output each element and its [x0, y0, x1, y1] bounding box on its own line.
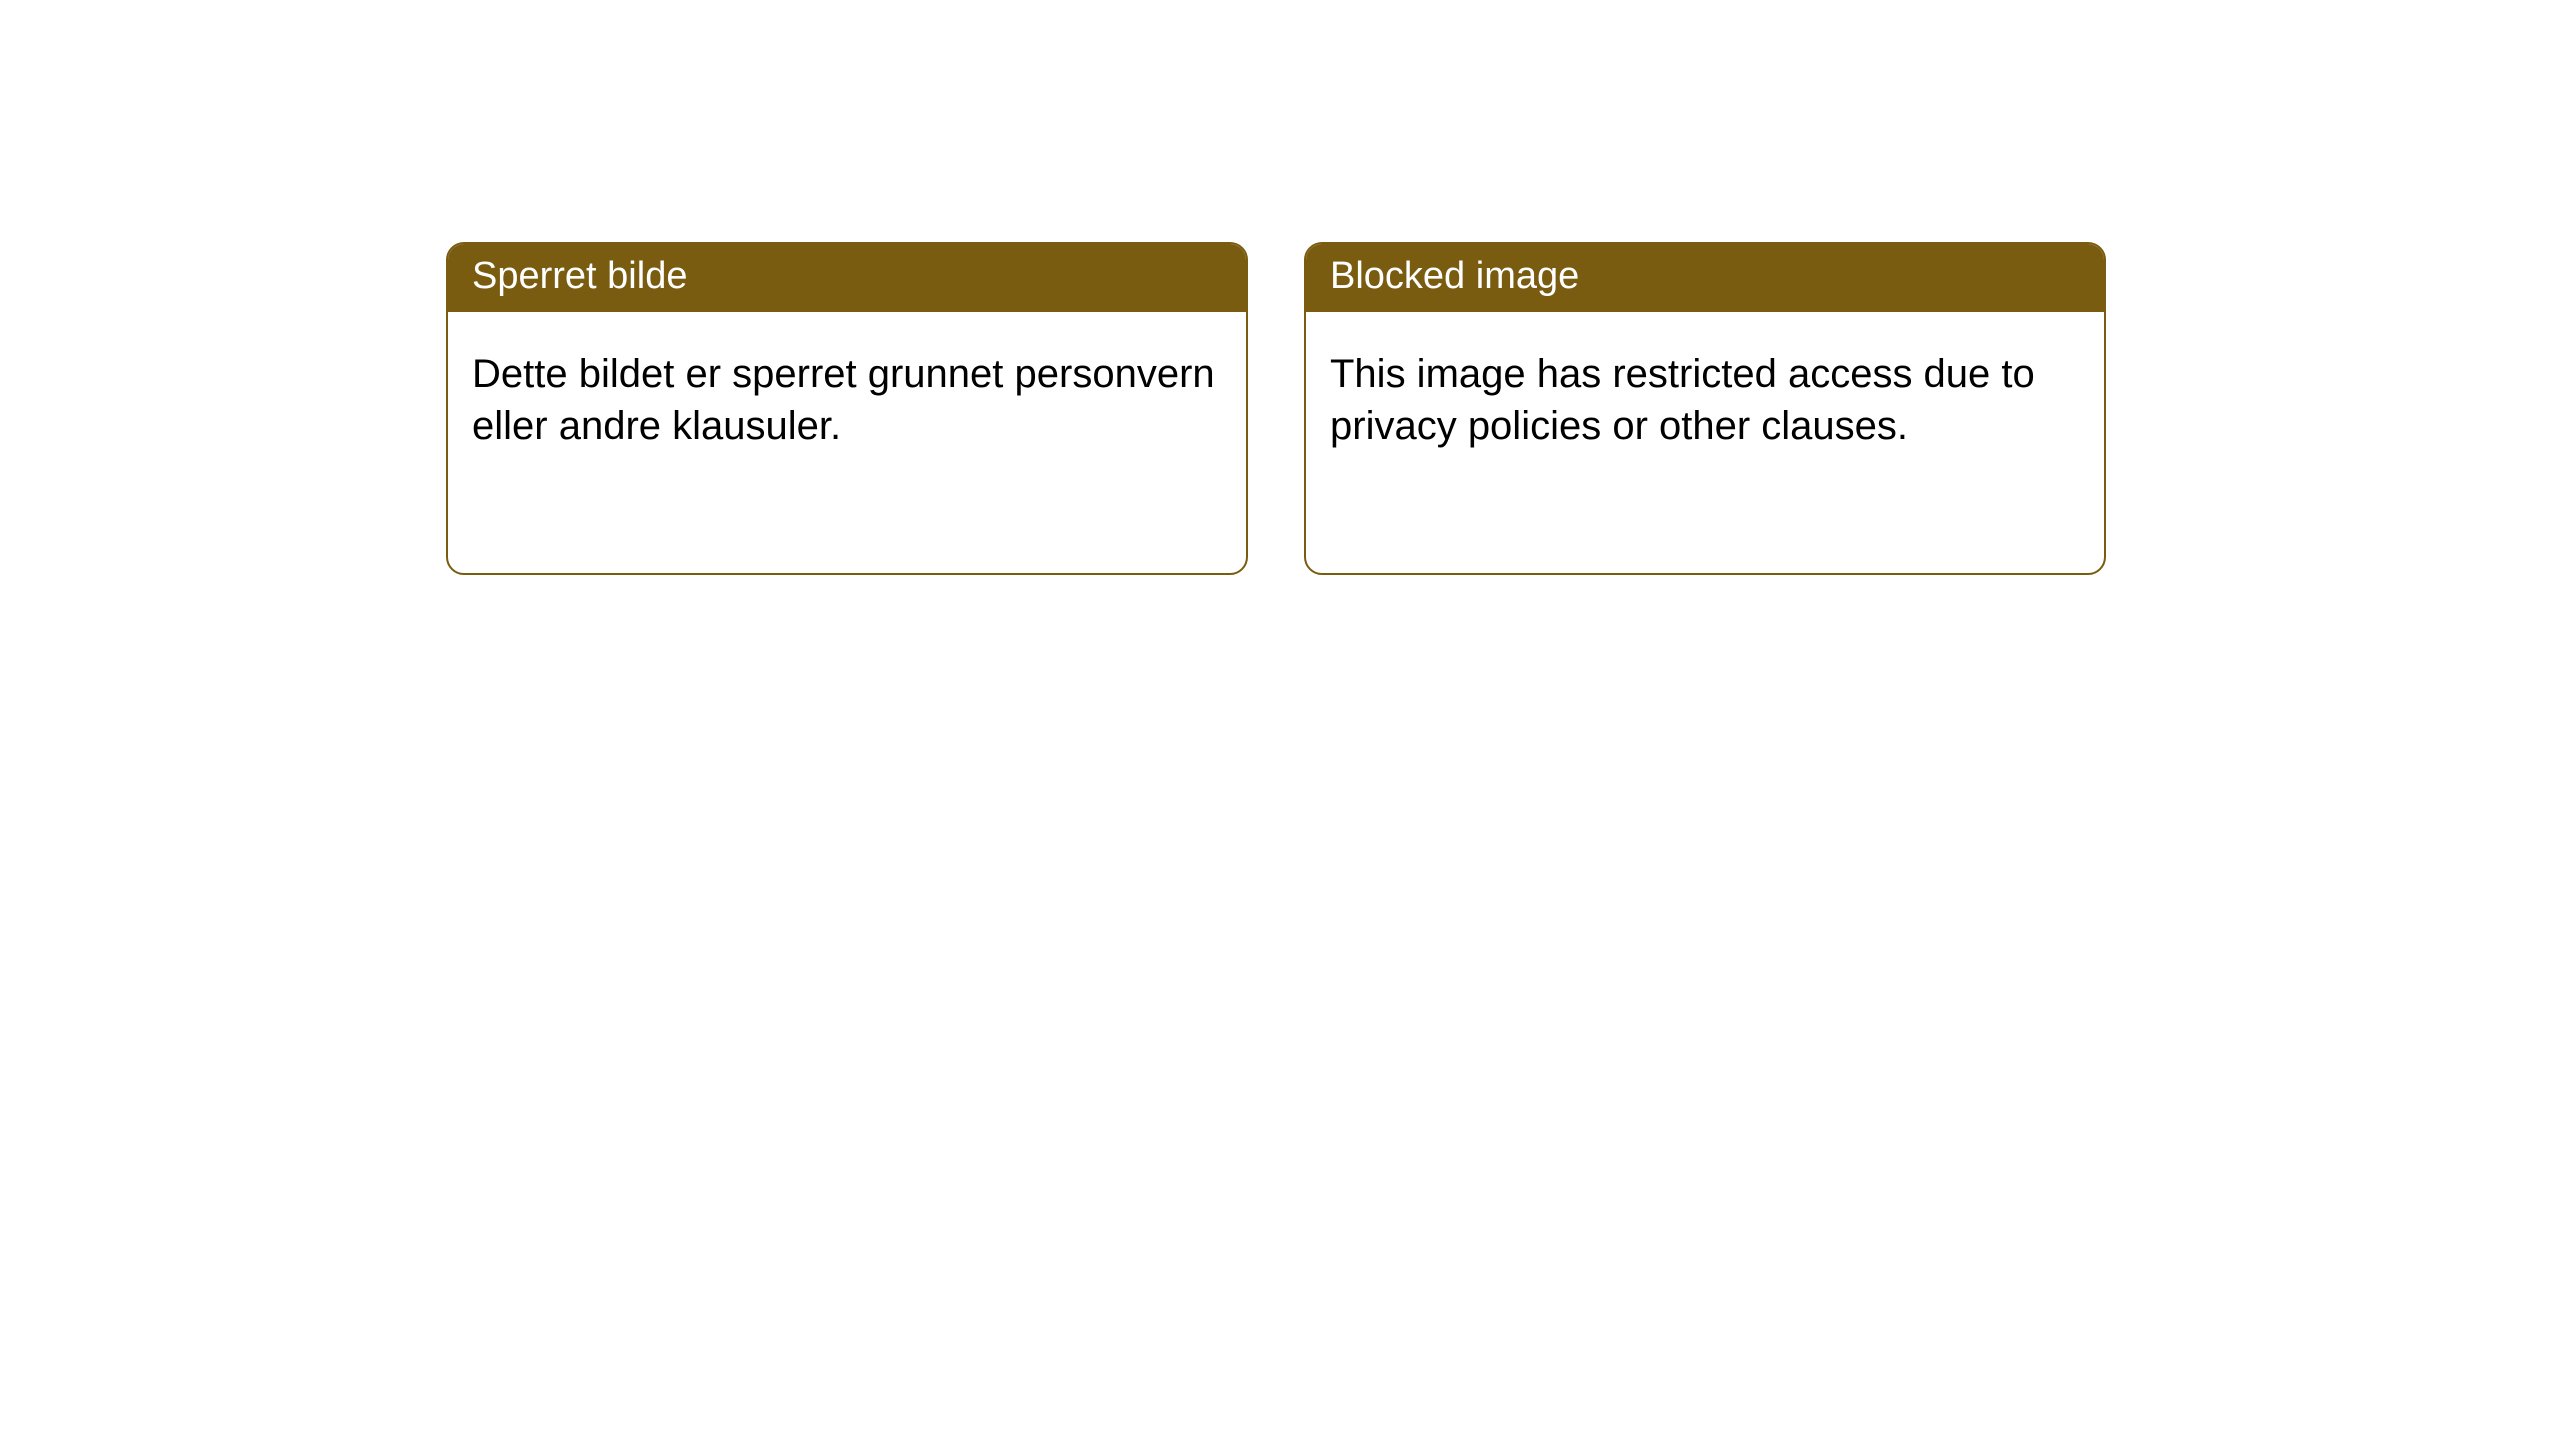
- notice-card-title: Sperret bilde: [448, 244, 1246, 312]
- notice-card-body: Dette bildet er sperret grunnet personve…: [448, 312, 1246, 478]
- notice-card-title: Blocked image: [1306, 244, 2104, 312]
- notice-card-english: Blocked image This image has restricted …: [1304, 242, 2106, 575]
- notice-cards-container: Sperret bilde Dette bildet er sperret gr…: [0, 0, 2560, 575]
- notice-card-body: This image has restricted access due to …: [1306, 312, 2104, 478]
- notice-card-norwegian: Sperret bilde Dette bildet er sperret gr…: [446, 242, 1248, 575]
